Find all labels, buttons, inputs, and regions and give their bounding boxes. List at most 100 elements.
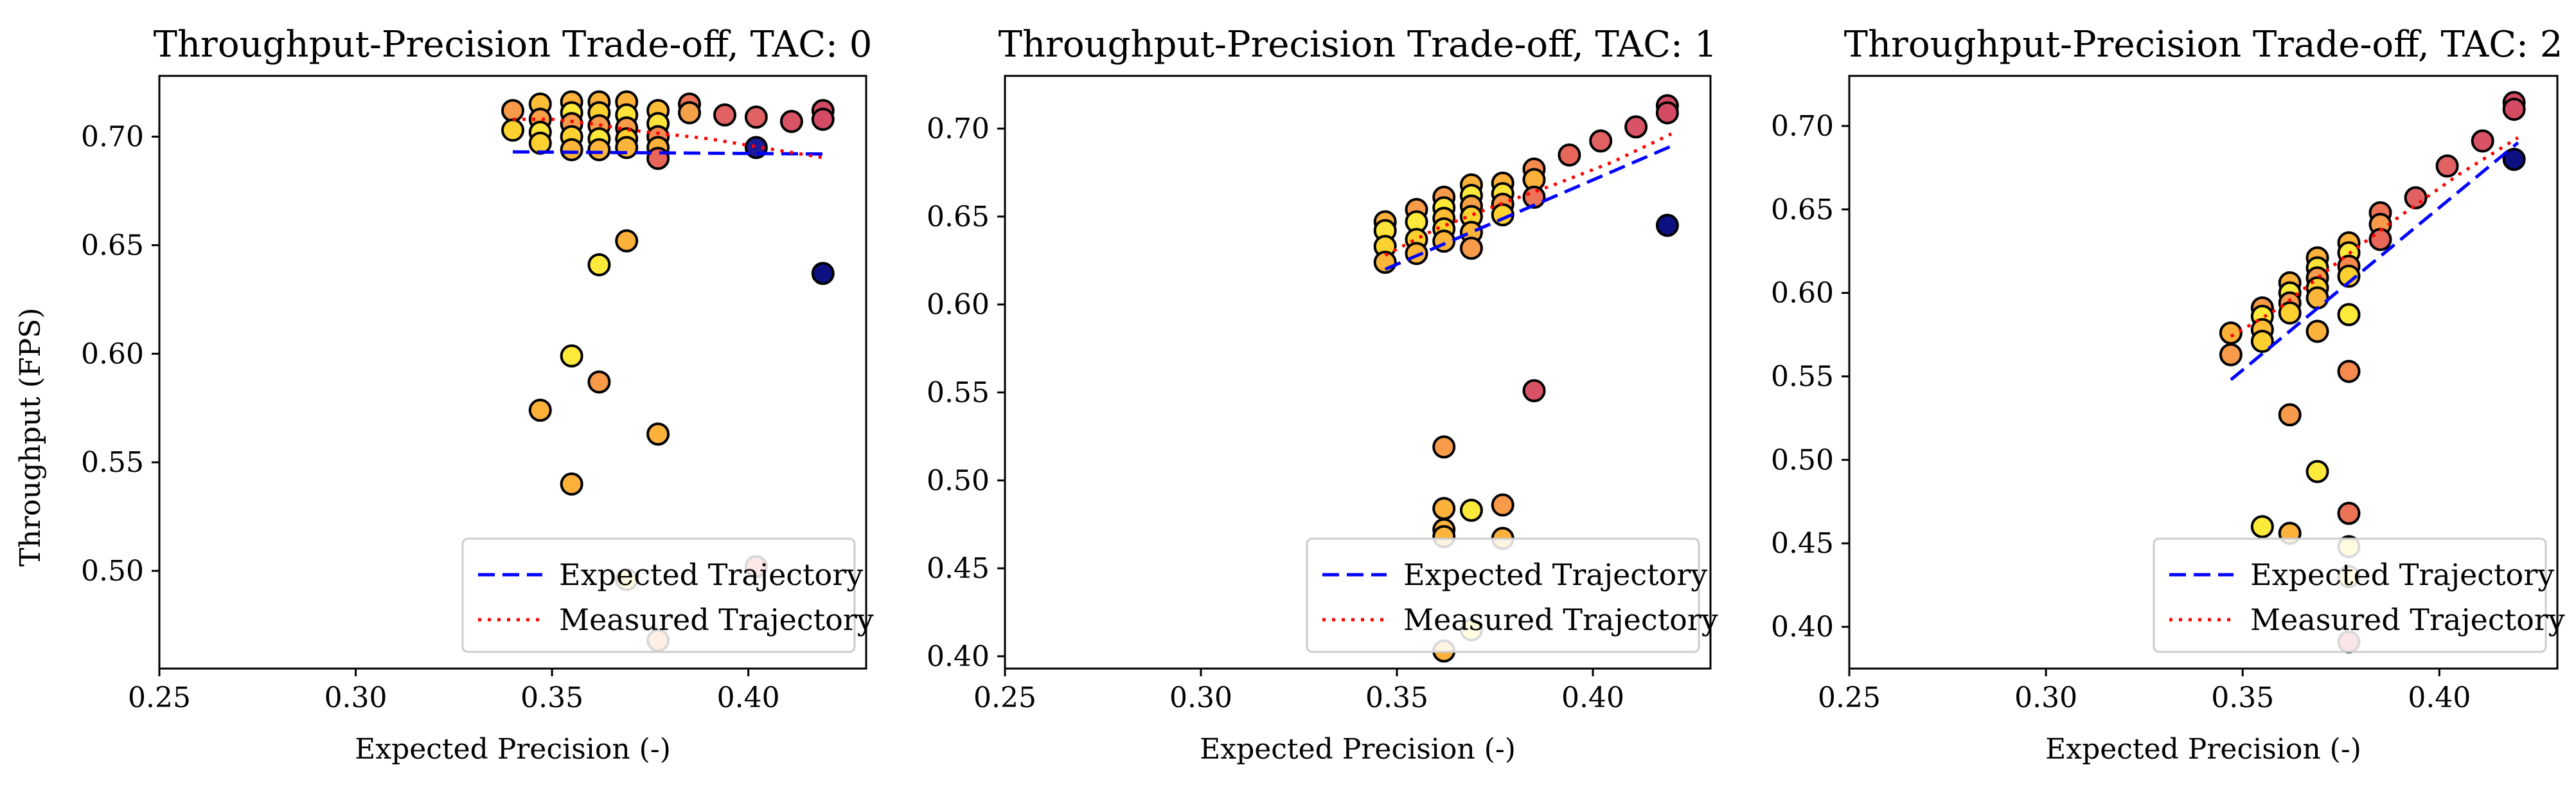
scatter-point <box>560 138 583 161</box>
scatter-point <box>1558 143 1581 167</box>
scatter-point <box>1522 185 1546 209</box>
measured-trajectory-line <box>1384 132 1673 257</box>
legend-box <box>461 537 856 653</box>
scatter-point <box>2219 343 2243 366</box>
x-tick-label: 0.40 <box>1561 681 1624 714</box>
x-tick-label: 0.30 <box>324 681 387 714</box>
chart-title: Throughput-Precision Trade-off, TAC: 2 <box>1844 24 2563 66</box>
scatter-point <box>2250 515 2274 539</box>
y-tick-label: 0.50 <box>927 464 990 497</box>
legend-label-expected: Expected Trajectory <box>559 557 863 592</box>
scatter-point <box>2278 403 2302 427</box>
scatter-point <box>2368 228 2392 251</box>
legend-label-measured: Measured Trajectory <box>2250 602 2565 637</box>
legend-label-measured: Measured Trajectory <box>559 602 874 637</box>
y-tick-label: 0.45 <box>1771 527 1834 560</box>
scatter-point <box>2305 460 2329 483</box>
y-tick-label: 0.60 <box>1771 277 1834 310</box>
scatter-point <box>2250 329 2274 353</box>
scatter-point <box>646 147 670 170</box>
y-axis-label: Throughput (FPS) <box>14 308 47 567</box>
scatter-point <box>528 131 552 155</box>
chart-title: Throughput-Precision Trade-off, TAC: 0 <box>154 24 873 66</box>
x-axis-label: Expected Precision (-) <box>2045 733 2361 766</box>
scatter-point <box>1405 242 1428 266</box>
y-tick-label: 0.55 <box>927 376 990 409</box>
scatter-point <box>1459 498 1483 522</box>
chart-panel-0: Throughput-Precision Trade-off, TAC: 0 0.… <box>81 24 874 766</box>
scatter-point <box>2337 303 2361 327</box>
scatter-point <box>1491 493 1515 517</box>
y-tick-label: 0.45 <box>927 552 990 585</box>
legend-label-expected: Expected Trajectory <box>1403 557 1707 592</box>
scatter-point <box>811 107 835 131</box>
scatter-point <box>1624 115 1648 139</box>
scatter-point <box>587 138 611 161</box>
scatter-point <box>2337 359 2361 383</box>
scatter-point <box>2471 129 2494 153</box>
scatter-point <box>587 253 611 276</box>
x-tick-label: 0.35 <box>2211 681 2274 714</box>
y-tick-label: 0.65 <box>927 201 990 233</box>
legend: Expected Trajectory Measured Trajectory <box>2153 537 2565 653</box>
scatter-point <box>2305 286 2329 310</box>
scatter-point <box>744 105 768 129</box>
scatter-point <box>1655 101 1679 125</box>
scatter-point <box>2502 97 2526 121</box>
expected-trajectory-line <box>512 150 827 156</box>
scatter-point <box>1589 129 1613 153</box>
x-tick-label: 0.25 <box>973 681 1036 714</box>
x-tick-label: 0.30 <box>2014 681 2077 714</box>
scatter-point <box>2337 264 2361 288</box>
x-tick-label: 0.25 <box>1818 681 1881 714</box>
y-tick-label: 0.40 <box>1771 611 1834 644</box>
y-tick-label: 0.50 <box>1771 444 1834 476</box>
legend: Expected Trajectory Measured Trajectory <box>1306 537 1718 653</box>
y-tick-label: 0.65 <box>81 229 144 262</box>
scatter-point <box>779 109 803 133</box>
legend-box <box>2153 537 2547 653</box>
scatter-point <box>2404 186 2428 210</box>
y-tick-label: 0.55 <box>81 446 144 479</box>
scatter-point <box>1655 213 1679 237</box>
y-tick-label: 0.55 <box>1771 360 1834 393</box>
x-tick-label: 0.30 <box>1169 681 1232 714</box>
x-tick-label: 0.25 <box>128 681 191 714</box>
scatter-point <box>678 101 701 125</box>
expected-trajectory-line <box>2230 141 2519 381</box>
x-tick-label: 0.35 <box>1365 681 1428 714</box>
scatter-point <box>587 370 611 394</box>
y-tick-label: 0.70 <box>927 113 990 145</box>
scatter-point <box>501 118 524 142</box>
scatter-point <box>811 262 835 285</box>
plot-frame <box>1004 75 1712 670</box>
scatter-point <box>2337 501 2361 525</box>
legend-label-measured: Measured Trajectory <box>1403 602 1718 637</box>
scatter-point <box>2502 147 2526 171</box>
scatter-point <box>1459 237 1483 260</box>
scatter-point <box>713 103 736 127</box>
scatter-point <box>560 472 583 496</box>
y-tick-label: 0.40 <box>927 640 990 673</box>
legend-box <box>1306 537 1700 653</box>
y-tick-label: 0.65 <box>1771 194 1834 226</box>
scatter-point <box>615 136 639 159</box>
y-tick-label: 0.50 <box>81 555 144 588</box>
measured-trajectory-line <box>2230 136 2519 338</box>
scatter-point <box>528 399 552 422</box>
chart-panel-2: Throughput-Precision Trade-off, TAC: 2 0.… <box>1771 24 2565 766</box>
y-tick-label: 0.60 <box>81 338 144 370</box>
plot-frame <box>158 75 867 670</box>
chart-panel-1: Throughput-Precision Trade-off, TAC: 1 0.… <box>927 24 1718 766</box>
scatter-point <box>615 229 639 253</box>
legend: Expected Trajectory Measured Trajectory <box>461 537 874 653</box>
scatter-point <box>646 422 670 446</box>
scatter-point <box>2305 320 2329 343</box>
y-tick-label: 0.70 <box>1771 110 1834 143</box>
x-tick-label: 0.40 <box>2408 681 2471 714</box>
legend-label-expected: Expected Trajectory <box>2250 557 2554 592</box>
y-tick-label: 0.70 <box>81 121 144 154</box>
scatter-point <box>1432 497 1456 521</box>
expected-trajectory-line <box>1384 145 1672 271</box>
